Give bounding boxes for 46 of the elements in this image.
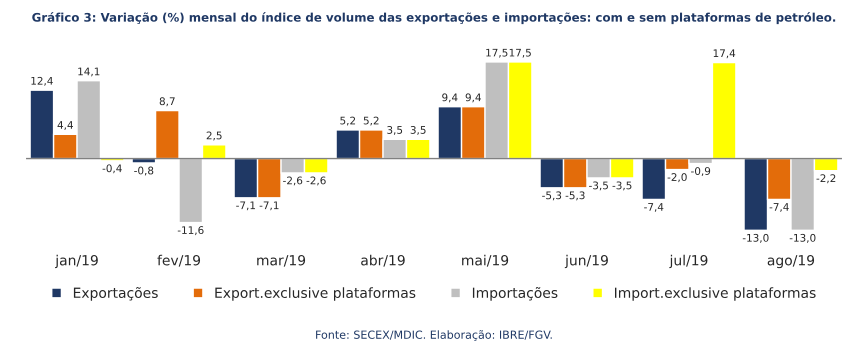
source-note: Fonte: SECEX/MDIC. Elaboração: IBRE/FGV. bbox=[316, 330, 552, 341]
x-tick-label: abr/19 bbox=[361, 254, 405, 267]
data-label: 3,5 bbox=[387, 126, 402, 135]
chart-title: Gráfico 3: Variação (%) mensal do índice de volume das exportações e importações: com e sem plataformas de petróleo. bbox=[32, 12, 836, 24]
data-label: 17,5 bbox=[510, 48, 531, 58]
x-tick-label: mai/19 bbox=[462, 254, 508, 267]
data-label: 9,4 bbox=[466, 93, 481, 102]
data-label: 2,5 bbox=[206, 132, 222, 140]
data-label: -0,9 bbox=[691, 167, 710, 176]
data-label: -2,6 bbox=[306, 176, 326, 186]
data-label: -3,5 bbox=[589, 181, 608, 190]
data-label: 9,4 bbox=[442, 93, 458, 102]
x-tick-label: jan/19 bbox=[55, 254, 98, 268]
data-label: -2,2 bbox=[816, 174, 836, 184]
data-label: -7,4 bbox=[644, 203, 664, 212]
data-label: 17,4 bbox=[714, 49, 736, 58]
legend-label: Import.exclusive plataformas bbox=[615, 287, 816, 301]
data-label: -0,8 bbox=[134, 166, 154, 176]
data-label: -11,6 bbox=[178, 226, 204, 236]
data-label: -13,0 bbox=[790, 234, 816, 243]
legend-label: Importações bbox=[472, 287, 558, 301]
data-label: -0,4 bbox=[102, 164, 122, 174]
data-label: -7,1 bbox=[236, 201, 256, 210]
data-label: -7,4 bbox=[770, 203, 789, 212]
data-label: 4,4 bbox=[58, 121, 74, 130]
data-label: 17,5 bbox=[486, 48, 508, 58]
data-label: -2,6 bbox=[283, 176, 302, 186]
data-label: 5,2 bbox=[340, 116, 356, 126]
x-tick-label: jun/19 bbox=[564, 254, 608, 268]
data-label: -2,0 bbox=[668, 173, 687, 182]
data-label: 12,4 bbox=[31, 76, 53, 86]
legend-label: Export.exclusive plataformas bbox=[215, 287, 416, 301]
legend-label: Exportações bbox=[74, 287, 158, 301]
x-tick-label: fev/19 bbox=[157, 254, 200, 267]
data-label: -7,1 bbox=[260, 201, 278, 210]
data-label: 14,1 bbox=[78, 68, 100, 76]
data-label: -5,3 bbox=[566, 191, 585, 200]
data-label: 8,7 bbox=[160, 97, 175, 106]
data-label: -13,0 bbox=[742, 234, 769, 243]
data-label: 3,5 bbox=[410, 126, 426, 135]
x-tick-label: jul/19 bbox=[669, 254, 708, 268]
data-label: -3,5 bbox=[612, 181, 632, 190]
x-tick-label: mar/19 bbox=[257, 254, 306, 267]
x-tick-label: ago/19 bbox=[768, 254, 814, 268]
data-label: 5,2 bbox=[364, 116, 379, 126]
data-label: -5,3 bbox=[542, 191, 562, 200]
